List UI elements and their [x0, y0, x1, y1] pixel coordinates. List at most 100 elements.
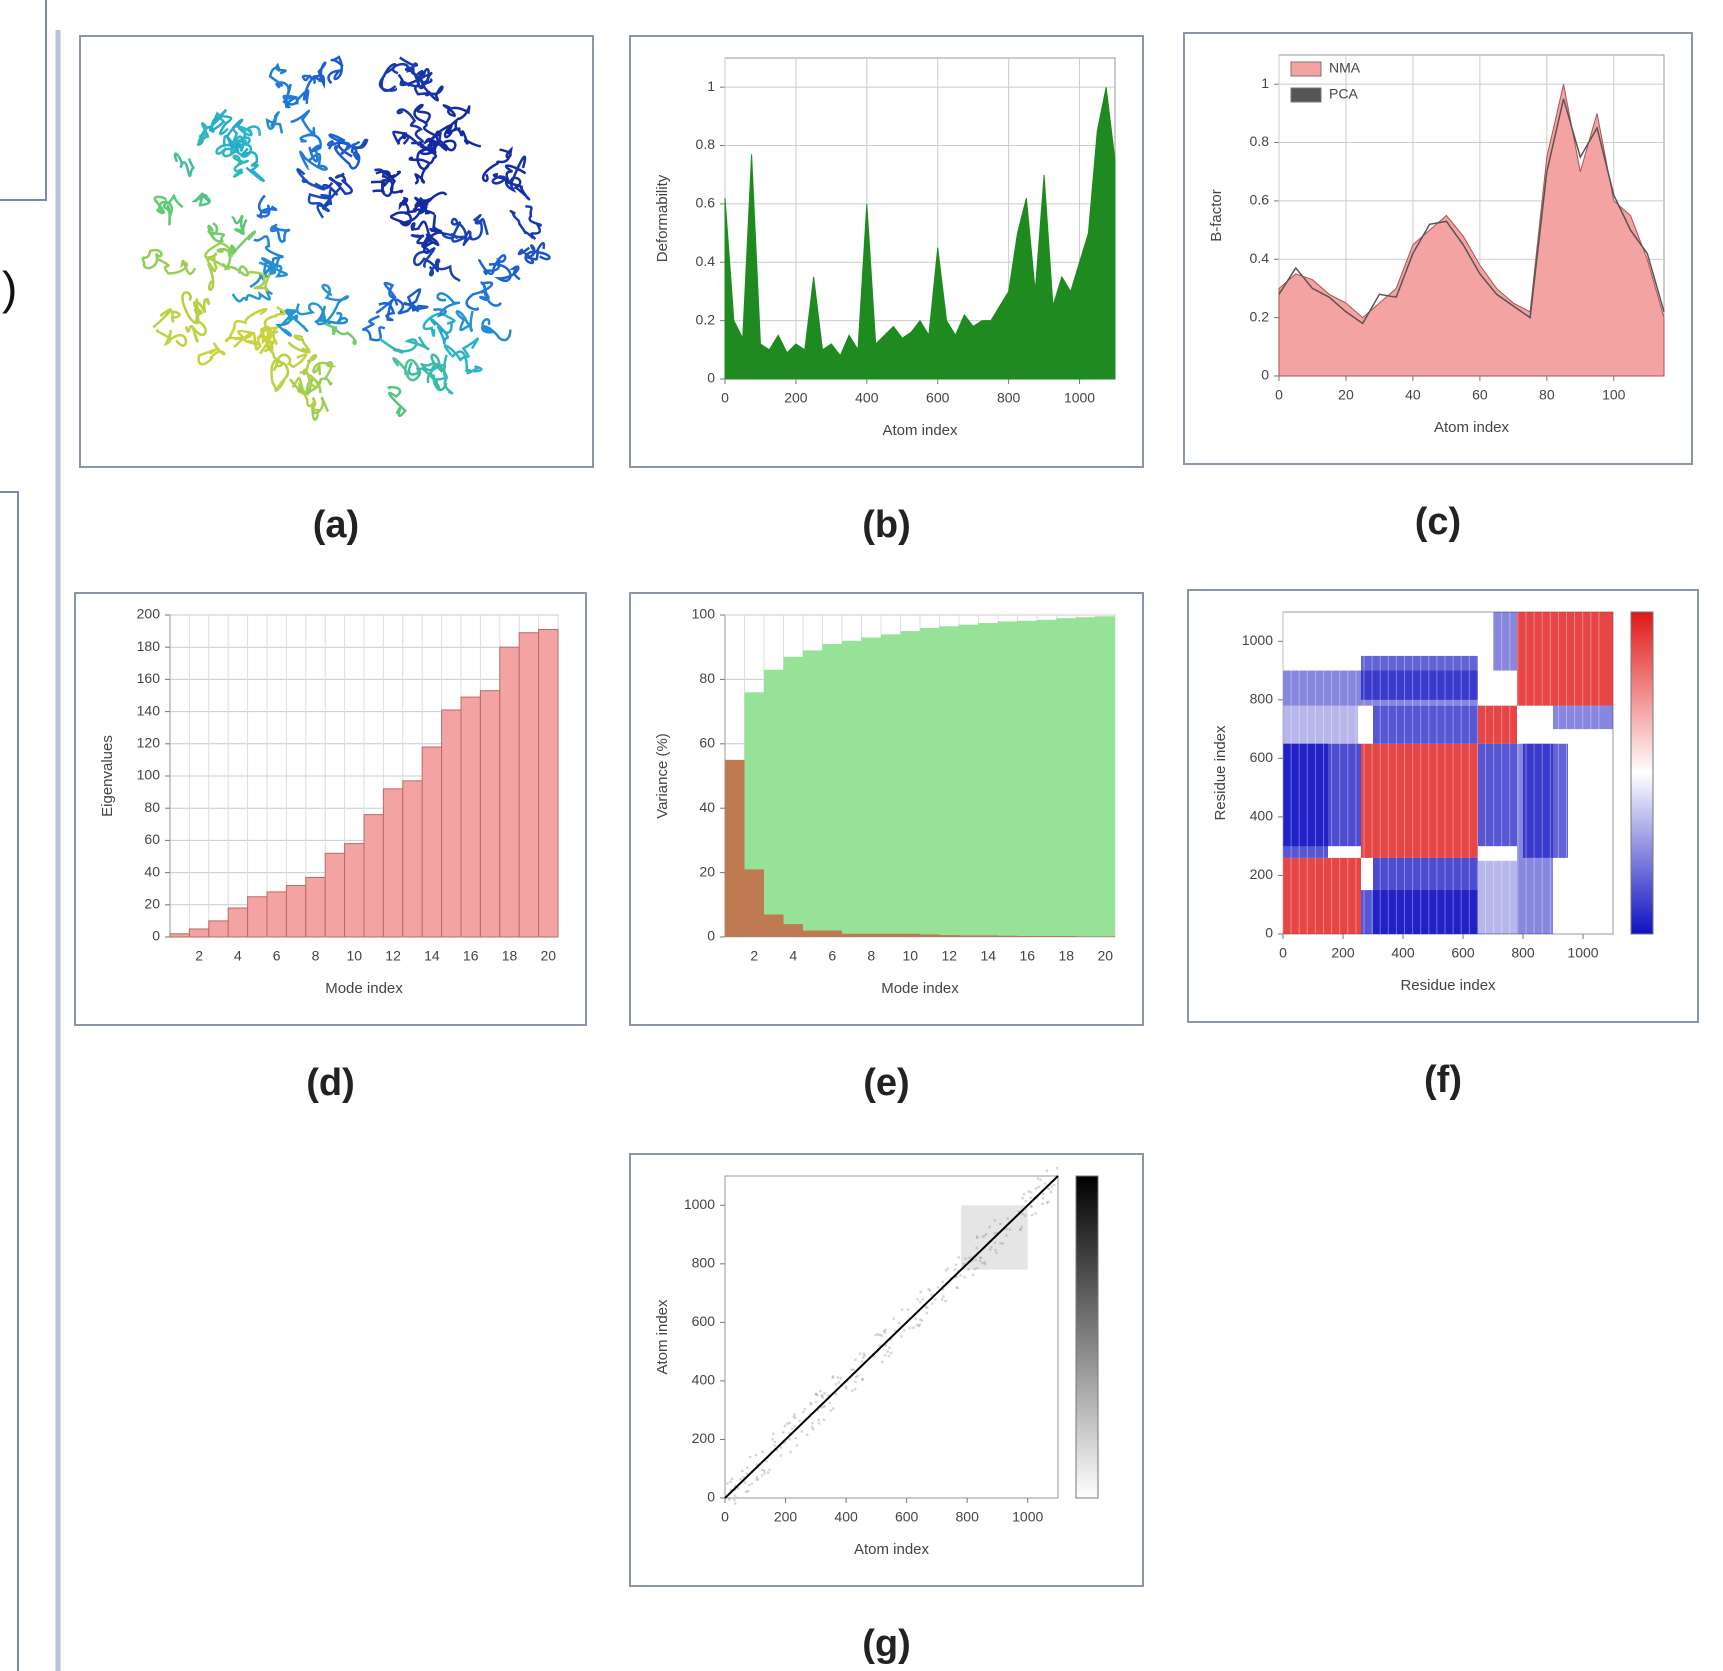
- x-tick-label: 4: [234, 948, 242, 964]
- y-tick-label: 0.8: [1250, 133, 1270, 149]
- heat-block: [780, 1454, 782, 1456]
- heat-block: [926, 1312, 928, 1314]
- heat-block: [926, 1306, 928, 1308]
- heat-block: [1038, 1186, 1040, 1188]
- y-tick-label: 0.2: [696, 311, 716, 327]
- page: ) (a) (b)00.20.40.60.8102004006008001000…: [0, 0, 1723, 1671]
- heat-block: [854, 1388, 856, 1390]
- bar: [461, 697, 480, 937]
- bar: [267, 892, 286, 937]
- y-tick-label: 0.6: [696, 195, 716, 211]
- x-tick-label: 40: [1405, 387, 1421, 403]
- x-tick-label: 10: [902, 948, 918, 964]
- y-tick-label: 800: [692, 1255, 716, 1271]
- heat-block: [859, 1352, 861, 1354]
- bar: [325, 853, 344, 937]
- heat-block: [817, 1419, 819, 1421]
- heat-block: [1028, 1190, 1030, 1192]
- y-axis-label: Variance (%): [654, 733, 671, 819]
- bar: [745, 869, 765, 937]
- heat-block: [761, 1451, 763, 1453]
- x-tick-label: 20: [1338, 387, 1354, 403]
- frame-fragment: [0, 0, 46, 200]
- legend-swatch: [1291, 62, 1321, 76]
- heat-block: [861, 1379, 863, 1381]
- bar: [539, 629, 558, 937]
- heat-block: [1517, 744, 1553, 858]
- heat-block: [953, 1268, 955, 1270]
- bar: [1096, 936, 1116, 937]
- heat-block: [944, 1300, 946, 1302]
- bar: [784, 657, 804, 937]
- bar: [1057, 936, 1077, 937]
- y-tick-label: 800: [1250, 691, 1274, 707]
- x-axis-label: Mode index: [881, 980, 959, 997]
- bar: [403, 781, 422, 937]
- panel-caption: (g): [862, 1623, 911, 1665]
- x-tick-label: 800: [997, 390, 1021, 406]
- heat-block: [838, 1381, 840, 1383]
- bar: [803, 650, 823, 937]
- heat-block: [823, 1419, 825, 1421]
- heat-block: [1031, 1214, 1033, 1216]
- heat-block: [734, 1494, 736, 1496]
- y-tick-label: 80: [144, 799, 160, 815]
- heat-block: [745, 1491, 747, 1493]
- x-tick-label: 0: [721, 1509, 729, 1525]
- heat-block: [749, 1456, 751, 1458]
- heat-block: [1478, 744, 1517, 846]
- heat-block: [811, 1422, 813, 1424]
- y-axis-label: Eigenvalues: [99, 735, 116, 817]
- heat-block: [1030, 1197, 1032, 1199]
- heat-block: [823, 1392, 825, 1394]
- heat-block: [919, 1301, 921, 1303]
- heat-block: [956, 1287, 958, 1289]
- heat-block: [1041, 1203, 1043, 1205]
- heat-block: [745, 1472, 747, 1474]
- bar: [901, 934, 921, 937]
- heat-block: [1035, 1187, 1037, 1189]
- heat-block: [772, 1433, 774, 1435]
- x-tick-label: 18: [1058, 948, 1074, 964]
- heat-block: [851, 1389, 853, 1391]
- bar: [725, 760, 745, 937]
- panel-caption: (e): [863, 1062, 909, 1104]
- colorbar: [1076, 1176, 1098, 1498]
- heat-block: [789, 1451, 791, 1453]
- heat-block: [756, 1476, 758, 1478]
- heat-block: [726, 1482, 728, 1484]
- heat-block: [909, 1327, 911, 1329]
- heat-block: [855, 1376, 857, 1378]
- panel-caption: (c): [1415, 501, 1461, 543]
- heat-block: [888, 1355, 890, 1357]
- heat-block: [1042, 1197, 1044, 1199]
- heat-block: [815, 1401, 817, 1403]
- x-tick-label: 1000: [1012, 1509, 1043, 1525]
- heat-block: [768, 1469, 770, 1471]
- heat-block: [784, 1425, 786, 1427]
- heat-block: [763, 1472, 765, 1474]
- y-tick-label: 100: [692, 606, 716, 622]
- y-tick-label: 0: [707, 370, 715, 386]
- x-tick-label: 8: [867, 948, 875, 964]
- heat-block: [1030, 1205, 1032, 1207]
- heat-block: [941, 1298, 943, 1300]
- y-tick-label: 600: [692, 1313, 716, 1329]
- heat-block: [1044, 1182, 1046, 1184]
- y-tick-label: 60: [144, 831, 160, 847]
- heat-block: [832, 1375, 834, 1377]
- bar: [1018, 936, 1038, 937]
- y-tick-label: 600: [1250, 749, 1274, 765]
- x-axis-label: Atom index: [1434, 419, 1510, 436]
- x-tick-label: 400: [834, 1509, 858, 1525]
- heat-block: [877, 1333, 879, 1335]
- bar: [764, 914, 784, 937]
- y-tick-label: 60: [699, 735, 715, 751]
- heat-block: [788, 1438, 790, 1440]
- heat-block: [900, 1335, 902, 1337]
- heat-block: [811, 1426, 813, 1428]
- y-axis-label: Residue index: [1212, 725, 1229, 821]
- x-tick-label: 16: [463, 948, 479, 964]
- heat-block: [767, 1472, 769, 1474]
- y-tick-label: 1: [707, 78, 715, 94]
